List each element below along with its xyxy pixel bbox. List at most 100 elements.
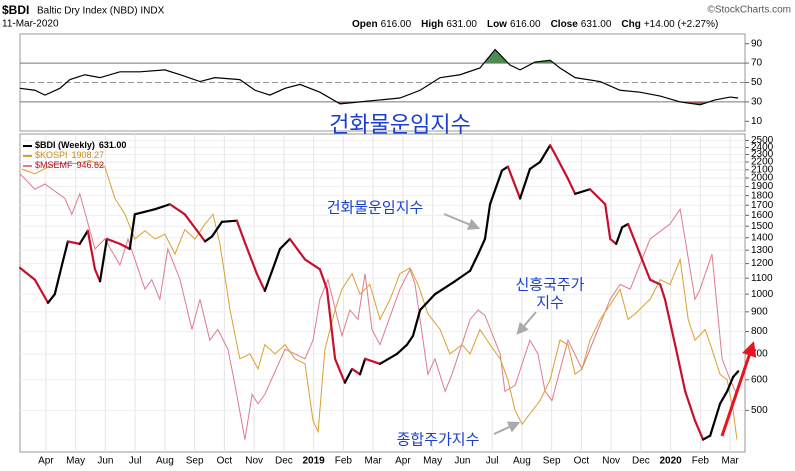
line-segment [128,213,136,251]
line-segment [255,272,266,292]
x-tick-label: Nov [602,456,620,467]
y-tick-label: 90 [751,38,763,49]
y-tick-label: 2400 [751,142,774,153]
line-segment [98,237,108,283]
index-name: Baltic Dry Index (NBD) INDX [37,6,165,17]
line-segment [358,357,367,376]
quote-value: 616.00 [510,19,541,30]
x-tick-label: Nov [245,456,263,467]
line-segment [621,222,630,229]
annotation: 건화물운임지수 [327,199,424,217]
x-tick-label: Sep [543,456,561,467]
x-tick-label: May [423,456,442,467]
line-segment [574,188,592,195]
line-segment [684,390,697,422]
legend-entry: $MSEMF 946.62 [35,160,104,170]
line [21,159,738,440]
line-segment [118,242,131,251]
y-tick-label: 2500 [751,135,774,146]
y-tick-label: 2100 [751,164,774,175]
x-tick-label: Dec [275,456,293,467]
panel-annotation: 건화물운임지수 [329,113,471,138]
line-segment [566,177,577,195]
annotation-arrow [493,421,521,435]
plot-area: 10 30 50 70 90 Apr May Jun Jul Aug Sep Oct Nov Dec 201… [18,33,774,467]
line-segment [549,144,556,155]
y-tick-label: 500 [751,405,768,416]
x-tick-label: Feb [692,456,710,467]
legend-name: $BDI (Weekly) [35,140,95,150]
legend-value: 1908.27 [72,150,105,160]
line-segment [66,240,81,245]
line-segment [528,160,542,171]
quote-value: +14.00 (+2.27%) [644,19,719,30]
y-tick-label: 1500 [751,221,774,232]
line-segment [60,240,69,267]
x-tick-label: Aug [156,456,174,467]
line-segment [626,222,642,256]
x-tick-label: Oct [574,456,590,467]
line-segment [553,152,570,180]
date: 11-Mar-2020 [2,19,59,30]
line-segment [153,203,172,211]
line-segment [378,352,399,365]
y-tick-label: 2000 [751,173,774,184]
x-tick-label: Mar [365,456,383,467]
line-segment [411,308,422,337]
line-segment [168,203,186,216]
legend-value: 946.62 [77,160,105,170]
line-segment [453,269,472,283]
line-segment [18,266,36,281]
quote-value: 616.00 [381,19,412,30]
annotation-arrow [443,213,481,230]
line-segment [303,258,321,271]
legend-name: $MSEMF [35,160,73,170]
y-tick-label: 1100 [751,273,773,284]
quote-value: 631.00 [581,19,612,30]
line-segment [46,293,56,304]
credit: ©StockCharts.com [707,5,791,16]
y-tick-label: 1300 [751,245,774,256]
line-segment [243,241,258,275]
y-tick-label: 2200 [751,157,774,168]
x-tick-label: 2020 [660,456,683,467]
line-segment [500,165,509,172]
line-segment [93,268,102,283]
line-segment [604,203,612,241]
line-segment [263,247,282,292]
line-segment [433,280,457,296]
trend-arrow [720,341,757,437]
line-segment [350,367,362,376]
line-segment [318,268,329,291]
legend-entry: $BDI (Weekly) 631.00 [35,140,126,150]
line-segment [105,237,122,245]
y-tick-label: 1000 [751,289,774,300]
annotation: 종합주가지수 [397,431,480,449]
quote-label: High [421,19,443,30]
line-segment [648,278,662,286]
line-segment [333,357,346,384]
line-segment [718,390,729,405]
line-segment [78,229,89,245]
quote-value: 631.00 [446,19,477,30]
y-tick-label: 50 [751,77,763,88]
line-segment [235,219,247,244]
annotation: 신흥국주가 [515,276,584,294]
line-segment [732,370,740,379]
line-segment [419,293,437,312]
line-segment [343,367,354,384]
panel-frame [19,133,746,453]
line-segment [659,283,667,301]
line-segment [210,220,224,238]
y-tick-label: 70 [751,58,763,69]
line-segment [638,253,652,281]
y-tick-label: 1700 [751,200,774,211]
x-tick-label: Aug [513,456,531,467]
line-segment [673,343,687,393]
y-tick-label: 900 [751,306,768,317]
y-tick-label: 2300 [751,149,774,160]
y-tick-label: 10 [751,116,763,127]
line [19,48,739,106]
line-segment [395,343,409,356]
